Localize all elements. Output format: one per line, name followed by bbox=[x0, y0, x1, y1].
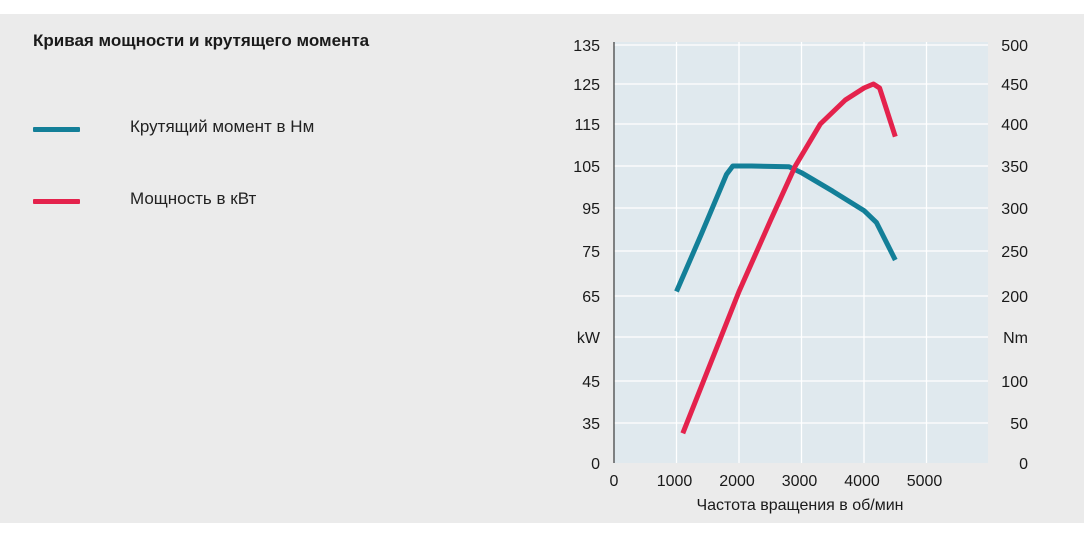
right-axis-tick-label: 350 bbox=[1001, 159, 1028, 176]
left-axis-tick-label: 115 bbox=[574, 117, 600, 134]
left-axis-tick-label: 105 bbox=[573, 159, 600, 176]
torque-series-line bbox=[674, 163, 898, 293]
right-axis-tick-label: 100 bbox=[1001, 374, 1028, 391]
right-axis-tick-label: 450 bbox=[1001, 77, 1028, 94]
left-axis-tick-label: 125 bbox=[573, 77, 600, 94]
x-axis-tick-label: 2000 bbox=[719, 473, 755, 490]
left-axis-tick-label: 35 bbox=[582, 416, 600, 433]
legend-swatch-power bbox=[33, 199, 80, 204]
left-axis-tick-label: 135 bbox=[573, 38, 600, 55]
legend-swatch-torque bbox=[33, 127, 80, 132]
left-axis-tick-label: 75 bbox=[582, 244, 600, 261]
right-axis-tick-label: 50 bbox=[1010, 416, 1028, 433]
left-axis-tick-label: kW bbox=[577, 330, 601, 347]
right-axis-tick-label: Nm bbox=[1003, 330, 1028, 347]
right-axis-tick-label: 300 bbox=[1001, 201, 1028, 218]
chart-title: Кривая мощности и крутящего момента bbox=[33, 31, 370, 50]
left-axis-tick-label: 95 bbox=[582, 201, 600, 218]
power-series-line bbox=[680, 81, 898, 435]
x-axis-tick-label: 1000 bbox=[657, 473, 693, 490]
x-axis-tick-label: 4000 bbox=[844, 473, 880, 490]
right-axis-tick-label: 500 bbox=[1001, 38, 1028, 55]
x-axis-title: Частота вращения в об/мин bbox=[696, 497, 903, 514]
right-axis-tick-label: 400 bbox=[1001, 117, 1028, 134]
right-axis-tick-label: 250 bbox=[1001, 244, 1028, 261]
x-axis-tick-label: 0 bbox=[610, 473, 619, 490]
left-axis-tick-label: 65 bbox=[582, 289, 600, 306]
right-axis-tick-label: 0 bbox=[1019, 456, 1028, 473]
legend-label-torque: Крутящий момент в Нм bbox=[130, 117, 315, 136]
legend-label-power: Мощность в кВт bbox=[130, 189, 257, 208]
x-axis-tick-label: 5000 bbox=[907, 473, 943, 490]
left-axis-tick-label: 45 bbox=[582, 374, 600, 391]
x-axis-tick-label: 3000 bbox=[782, 473, 818, 490]
left-axis-tick-label: 0 bbox=[591, 456, 600, 473]
right-axis-tick-label: 200 bbox=[1001, 289, 1028, 306]
